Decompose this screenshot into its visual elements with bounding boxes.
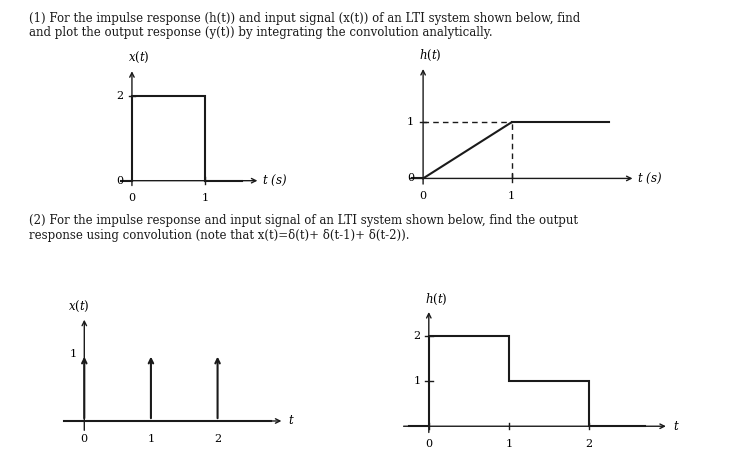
Text: 1: 1 [505,439,512,449]
Text: $x(t)$: $x(t)$ [67,298,89,313]
Text: 0: 0 [407,173,414,183]
Text: and plot the output response (y(t)) by integrating the convolution analytically.: and plot the output response (y(t)) by i… [29,26,493,39]
Text: $t$ (s): $t$ (s) [262,173,287,188]
Text: 2: 2 [413,331,421,341]
Text: (1) For the impulse response (h(t)) and input signal (x(t)) of an LTI system sho: (1) For the impulse response (h(t)) and … [29,12,581,25]
Text: $t$: $t$ [287,415,294,428]
Text: 0: 0 [116,176,123,186]
Text: 1: 1 [147,434,155,445]
Text: 2: 2 [214,434,221,445]
Text: 1: 1 [508,191,515,201]
Text: 1: 1 [413,376,421,386]
Text: 2: 2 [116,91,123,101]
Text: (2) For the impulse response and input signal of an LTI system shown below, find: (2) For the impulse response and input s… [29,214,578,227]
Text: 1: 1 [202,193,209,203]
Text: 2: 2 [585,439,592,449]
Text: 0: 0 [425,439,432,449]
Text: $t$: $t$ [673,420,679,433]
Text: response using convolution (note that x(t)=δ(t)+ δ(t-1)+ δ(t-2)).: response using convolution (note that x(… [29,229,410,242]
Text: 1: 1 [69,349,76,359]
Text: $h(t)$: $h(t)$ [425,292,447,307]
Text: 0: 0 [128,193,136,203]
Text: 0: 0 [419,191,427,201]
Text: 1: 1 [407,118,414,127]
Text: 0: 0 [81,434,88,445]
Text: $x(t)$: $x(t)$ [128,50,150,65]
Text: $t$ (s): $t$ (s) [637,171,662,186]
Text: $h(t)$: $h(t)$ [419,48,441,63]
